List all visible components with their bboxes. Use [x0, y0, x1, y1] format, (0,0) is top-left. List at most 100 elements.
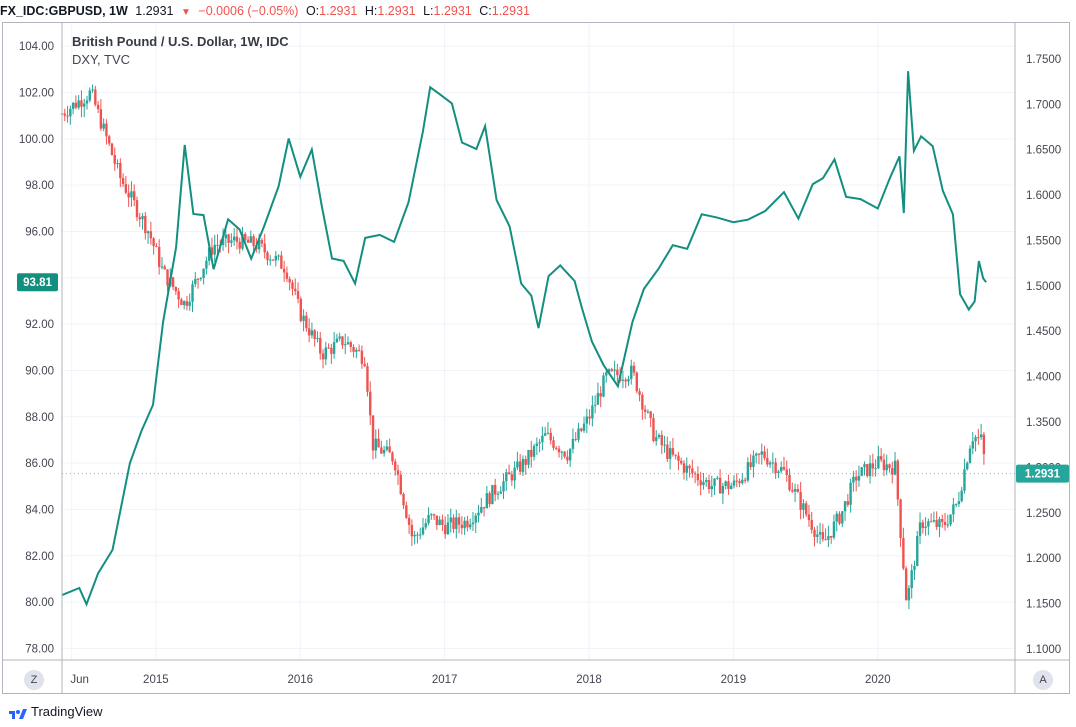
candle-body: [538, 442, 541, 444]
candle-body: [196, 278, 200, 280]
legend-main-series[interactable]: British Pound / U.S. Dollar, 1W, IDC: [72, 34, 289, 49]
candle-body: [652, 418, 655, 442]
candle-body: [77, 100, 80, 108]
candle-body: [877, 456, 880, 469]
candle-body: [771, 462, 775, 464]
candle-body: [108, 136, 111, 144]
left-axis-tick-label: 80.00: [25, 597, 54, 609]
candle-body: [499, 491, 502, 494]
candle-body: [804, 503, 808, 515]
candle-body: [638, 391, 641, 395]
candle-body: [949, 514, 952, 525]
candle-body: [352, 346, 355, 352]
candle-body: [94, 89, 97, 105]
candle-body: [485, 493, 489, 509]
candle-body: [230, 240, 233, 243]
candle-body: [319, 338, 322, 354]
candle-body: [188, 301, 191, 306]
candle-body: [227, 234, 230, 243]
candle-body: [904, 568, 908, 601]
candle-body: [138, 217, 141, 220]
candle-body: [160, 266, 164, 268]
price-chart[interactable]: 78.00 80.00 82.00 84.00 86.00 88.00 90.00 92.00…: [0, 0, 1076, 698]
candle-body: [177, 291, 180, 300]
zoom-reset-button[interactable]: Z: [24, 670, 44, 690]
candle-body: [199, 277, 203, 280]
candle-body: [763, 451, 766, 459]
candle-body: [521, 459, 525, 472]
candle-body: [682, 463, 686, 473]
candle-body: [927, 521, 930, 527]
candle-body: [621, 379, 625, 381]
candle-body: [274, 255, 278, 261]
candle-body: [810, 520, 813, 530]
candle-body: [854, 476, 858, 481]
candle-body: [827, 535, 830, 540]
candle-body: [796, 489, 800, 492]
candle-body: [374, 438, 377, 451]
candle-body: [674, 454, 677, 456]
candle-body: [571, 438, 575, 449]
right-axis-tick-label: 1.3500: [1026, 417, 1061, 429]
left-axis-tick-label: 90.00: [25, 365, 54, 377]
candle-body: [630, 365, 633, 379]
candle-body: [210, 247, 214, 255]
candle-body: [271, 259, 275, 261]
candle-body: [488, 493, 491, 505]
candle-body: [696, 473, 700, 481]
candle-body: [144, 216, 147, 234]
candle-body: [310, 330, 314, 336]
candle-body: [166, 269, 169, 286]
brand-name[interactable]: TradingView: [31, 704, 103, 719]
candle-body: [413, 534, 416, 537]
right-axis-tick-label: 1.5000: [1026, 281, 1061, 293]
candle-body: [269, 259, 272, 261]
candle-body: [802, 503, 805, 510]
candle-body: [829, 535, 833, 538]
candle-body: [699, 480, 702, 486]
candle-body: [85, 100, 89, 104]
candle-body: [130, 191, 133, 198]
axes: 78.00 80.00 82.00 84.00 86.00 88.00 90.00 92.00…: [2, 23, 1070, 694]
candle-body: [424, 523, 427, 528]
candle-body: [610, 369, 614, 371]
grid-lines: [62, 23, 1015, 660]
candle-body: [244, 233, 247, 240]
candle-body: [335, 338, 339, 343]
candle-body: [157, 246, 161, 267]
candle-body: [502, 481, 505, 492]
left-axis-tick-label: 100.00: [19, 134, 54, 146]
candle-body: [741, 479, 744, 484]
candle-body: [224, 234, 228, 239]
candle-body: [635, 372, 638, 392]
candle-body: [563, 451, 566, 457]
symbol-header: FX_IDC:GBPUSD, 1W 1.2931 ▼ −0.0006 (−0.0…: [0, 0, 1076, 22]
candle-body: [191, 284, 194, 302]
candle-body: [171, 277, 175, 288]
auto-scale-button[interactable]: A: [1033, 670, 1053, 690]
candle-body: [249, 236, 253, 243]
candle-body: [257, 240, 261, 250]
candle-body: [838, 513, 841, 524]
candle-body: [535, 443, 539, 447]
candle-body: [518, 461, 522, 472]
candle-body: [777, 471, 780, 473]
right-axis-tick-label: 1.6000: [1026, 190, 1061, 202]
dxy-last-value-badge: [17, 273, 58, 292]
candle-body: [324, 347, 327, 360]
footer: TradingView: [0, 698, 1076, 727]
candle-body: [888, 464, 891, 469]
candle-body: [657, 435, 661, 438]
candle-body: [702, 481, 705, 486]
candle-body: [982, 434, 986, 455]
symbol-name[interactable]: FX_IDC:GBPUSD, 1W: [0, 4, 128, 18]
candle-body: [116, 163, 119, 165]
candle-body: [966, 462, 969, 470]
candle-body: [721, 486, 725, 494]
candle-body: [974, 437, 977, 442]
legend-compare-series[interactable]: DXY, TVC: [72, 52, 131, 67]
candle-body: [660, 435, 663, 446]
candle-body: [891, 468, 894, 475]
candle-body: [341, 336, 344, 346]
candle-body: [746, 462, 750, 481]
